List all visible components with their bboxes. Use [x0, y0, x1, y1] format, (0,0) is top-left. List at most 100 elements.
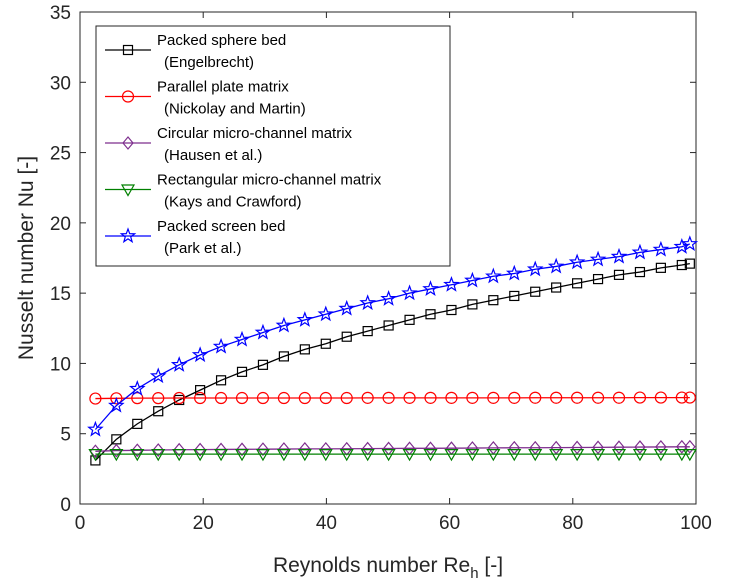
data-point: [170, 356, 188, 372]
data-point: [149, 367, 167, 384]
data-point: [402, 448, 417, 462]
legend-marker: [119, 227, 137, 244]
legend-label: Rectangular micro-channel matrix: [157, 172, 382, 189]
legend-label: Parallel plate matrix: [157, 79, 289, 96]
data-point: [152, 443, 165, 457]
data-point: [634, 266, 646, 278]
data-point: [443, 275, 460, 292]
x-axis-label: Reynolds number Reh [-]: [273, 554, 503, 582]
data-point: [88, 448, 103, 462]
data-point: [195, 385, 206, 396]
data-point: [299, 441, 311, 456]
data-point: [445, 391, 458, 404]
data-point: [383, 320, 394, 331]
data-point: [298, 391, 311, 405]
x-tick-label: 60: [439, 513, 460, 534]
data-point: [509, 290, 520, 302]
data-point: [526, 260, 544, 277]
series-line: [94, 262, 690, 461]
series-circle: [89, 391, 696, 405]
data-point: [110, 443, 123, 458]
x-axis-label-suffix: [-]: [479, 554, 504, 577]
series-triangle-down: [88, 448, 697, 462]
y-tick-label: 5: [60, 425, 71, 446]
data-point: [505, 264, 523, 281]
data-point: [591, 391, 605, 404]
data-point: [341, 331, 352, 342]
data-point: [589, 250, 607, 267]
x-tick-label: 100: [680, 513, 712, 534]
data-point: [338, 299, 356, 316]
x-axis-label-subscript: h: [470, 565, 478, 582]
data-point: [632, 448, 647, 462]
data-point: [173, 391, 186, 405]
data-point: [153, 406, 164, 417]
legend: Packed sphere bed (Engelbrecht) Parallel p…: [95, 25, 451, 267]
y-tick-label: 30: [50, 73, 71, 94]
data-point: [631, 243, 649, 260]
y-tick-label: 10: [50, 354, 71, 375]
legend-label-source: (Engelbrecht): [164, 54, 254, 71]
data-point: [508, 391, 521, 404]
series-layer: [87, 235, 699, 466]
data-point: [255, 448, 270, 462]
data-point: [276, 448, 291, 462]
legend-marker: [122, 136, 134, 150]
data-point: [361, 391, 374, 404]
data-point: [87, 420, 104, 437]
data-point: [340, 391, 353, 405]
data-point: [633, 391, 647, 404]
data-point: [275, 316, 293, 333]
data-point: [422, 280, 439, 297]
data-point: [466, 391, 479, 404]
data-point: [464, 271, 481, 288]
data-point: [404, 314, 415, 325]
data-point: [681, 235, 699, 252]
data-point: [570, 448, 585, 462]
data-point: [236, 366, 248, 377]
data-point: [339, 448, 354, 462]
data-point: [683, 391, 696, 404]
data-point: [151, 448, 166, 462]
data-point: [380, 290, 397, 306]
data-point: [234, 448, 250, 462]
legend-box: [95, 25, 451, 267]
data-point: [403, 391, 416, 404]
data-point: [571, 391, 584, 404]
data-point: [89, 392, 102, 405]
data-point: [278, 351, 289, 362]
x-tick-label: 0: [75, 513, 86, 534]
data-point: [676, 439, 688, 454]
data-point: [233, 330, 251, 347]
data-point: [174, 394, 185, 406]
data-point: [359, 294, 376, 311]
data-point: [634, 440, 646, 455]
data-point: [612, 391, 626, 404]
data-point: [340, 441, 353, 456]
data-point: [257, 442, 269, 457]
data-point: [549, 448, 564, 462]
data-point: [444, 448, 459, 462]
data-point: [684, 258, 695, 269]
data-point: [675, 391, 688, 404]
data-point: [676, 259, 687, 271]
data-point: [488, 295, 499, 306]
data-point: [654, 391, 667, 404]
data-point: [652, 240, 670, 257]
x-tick-label: 20: [193, 513, 214, 534]
y-tick-label: 15: [50, 284, 71, 305]
legend-marker: [121, 90, 135, 103]
data-point: [425, 309, 436, 320]
data-point: [655, 262, 666, 273]
data-point: [446, 304, 457, 316]
data-point: [547, 257, 565, 274]
data-point: [152, 392, 165, 405]
data-point: [423, 448, 438, 462]
data-point: [236, 442, 248, 457]
data-point: [277, 391, 290, 405]
data-point: [592, 440, 604, 455]
x-axis-label-main: Reynolds number Re: [273, 554, 470, 577]
data-point: [485, 267, 502, 284]
data-point: [108, 396, 125, 413]
